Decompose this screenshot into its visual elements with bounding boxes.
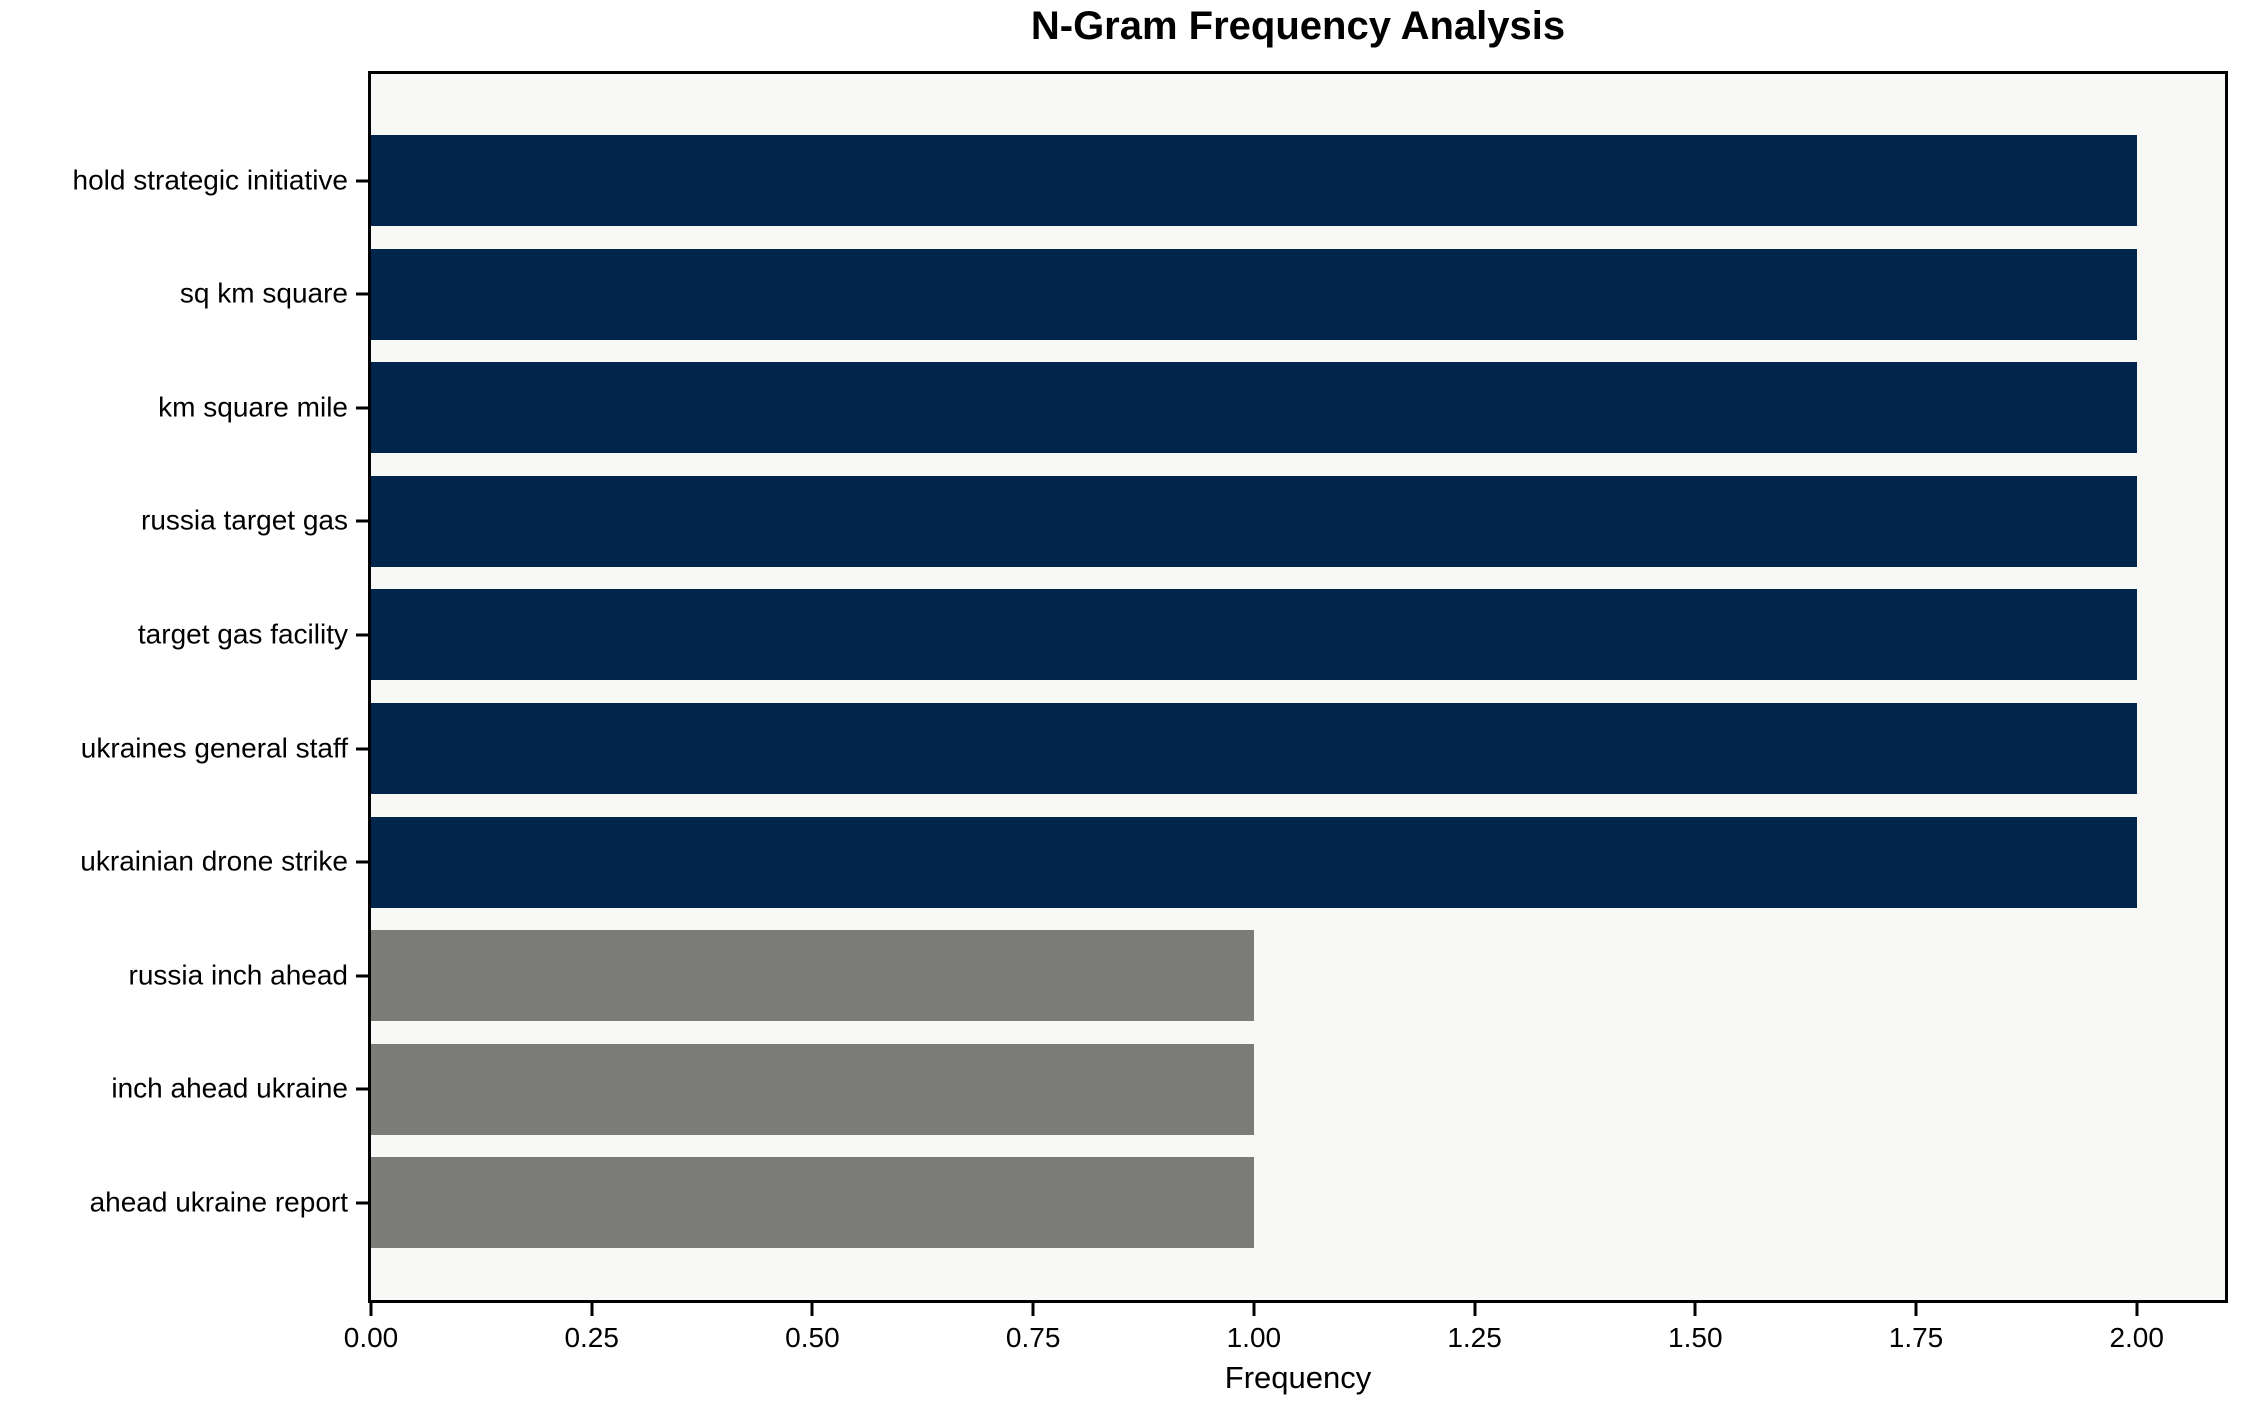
bar-inch-ahead-ukraine: [371, 1043, 1254, 1135]
y-tick-mark: [356, 860, 368, 864]
y-tick-mark: [356, 633, 368, 637]
x-tick-label-1.25: 1.25: [1447, 1322, 1502, 1353]
x-tick-label-0.25: 0.25: [564, 1322, 619, 1353]
y-tick-label-russia-inch-ahead: russia inch ahead: [128, 959, 348, 991]
x-axis-label: Frequency: [1224, 1360, 1372, 1395]
bar-ukrainian-drone-strike: [371, 816, 2137, 908]
y-tick-label-target-gas-facility: target gas facility: [137, 618, 348, 650]
y-tick-label-ukraines-general-staff: ukraines general staff: [80, 731, 348, 763]
x-tick-label-1.50: 1.50: [1668, 1322, 1723, 1353]
x-tick-label-2.00: 2.00: [2109, 1322, 2164, 1353]
y-tick-mark: [356, 1201, 368, 1205]
x-tick-mark: [1693, 1303, 1697, 1316]
bar-sq-km-square: [371, 248, 2137, 340]
x-tick-mark: [1914, 1303, 1918, 1316]
x-tick-mark: [590, 1303, 594, 1316]
plot-area: [368, 71, 2228, 1303]
x-tick-label-1.75: 1.75: [1888, 1322, 1944, 1353]
y-tick-mark: [356, 1087, 368, 1091]
bar-russia-inch-ahead: [371, 930, 1254, 1022]
x-tick-mark: [810, 1303, 814, 1316]
y-tick-label-inch-ahead-ukraine: inch ahead ukraine: [111, 1072, 348, 1104]
x-tick-mark: [369, 1303, 373, 1316]
y-tick-label-russia-target-gas: russia target gas: [141, 504, 348, 536]
y-tick-mark: [356, 292, 368, 296]
y-tick-label-sq-km-square: sq km square: [179, 277, 348, 309]
bar-hold-strategic-initiative: [371, 135, 2137, 226]
y-tick-label-ukrainian-drone-strike: ukrainian drone strike: [80, 845, 348, 877]
x-tick-mark: [2135, 1303, 2139, 1316]
y-tick-label-km-square-mile: km square mile: [158, 391, 348, 423]
x-tick-label-0.75: 0.75: [1005, 1322, 1061, 1353]
y-tick-mark: [356, 747, 368, 750]
x-tick-label-0.50: 0.50: [785, 1322, 840, 1353]
bar-km-square-mile: [371, 362, 2137, 454]
bar-target-gas-facility: [371, 589, 2137, 681]
bar-ukraines-general-staff: [371, 703, 2137, 794]
x-tick-mark: [1031, 1303, 1035, 1316]
chart-title: N-Gram Frequency Analysis: [1030, 4, 1566, 48]
bar-russia-target-gas: [371, 475, 2137, 567]
y-tick-mark: [356, 406, 368, 410]
x-tick-mark: [1473, 1303, 1477, 1316]
y-tick-label-ahead-ukraine-report: ahead ukraine report: [89, 1186, 348, 1218]
x-tick-mark: [1252, 1303, 1256, 1316]
bar-ahead-ukraine-report: [371, 1157, 1254, 1249]
y-tick-label-hold-strategic-initiative: hold strategic initiative: [72, 163, 348, 195]
x-tick-label-0.00: 0.00: [343, 1322, 399, 1353]
y-tick-mark: [356, 974, 368, 978]
x-tick-label-1.00: 1.00: [1226, 1322, 1282, 1353]
y-tick-mark: [356, 519, 368, 523]
y-tick-mark: [356, 179, 368, 182]
